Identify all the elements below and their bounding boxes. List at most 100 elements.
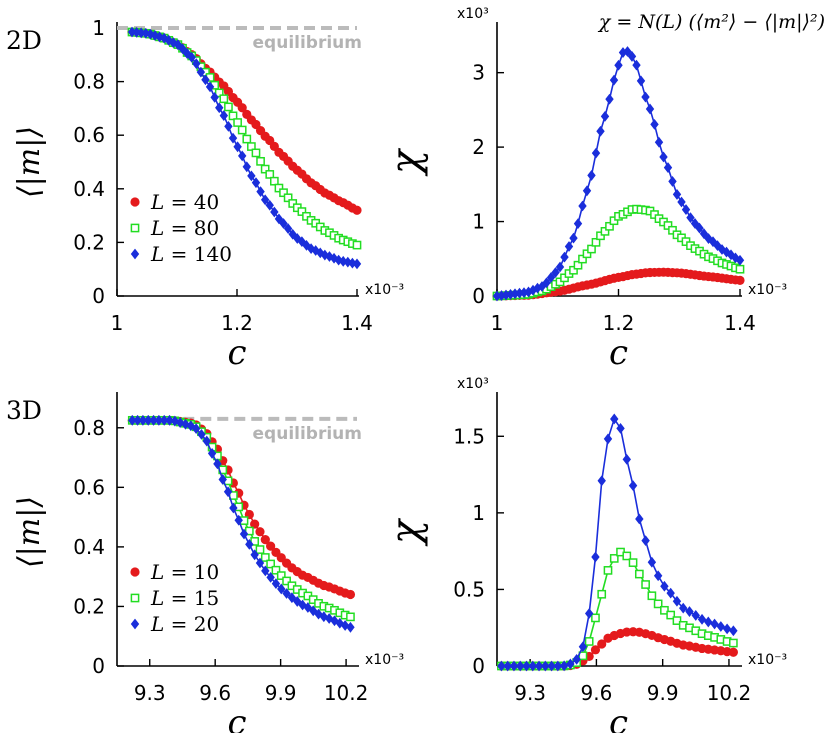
data-point xyxy=(207,448,217,459)
data-point xyxy=(660,580,669,592)
data-point xyxy=(722,623,732,635)
data-point xyxy=(534,660,544,672)
data-point xyxy=(616,422,625,434)
data-point xyxy=(636,75,646,87)
data-point xyxy=(141,27,150,39)
data-point xyxy=(144,414,153,426)
data-point xyxy=(509,660,519,672)
data-point xyxy=(666,610,676,620)
data-point xyxy=(242,134,252,144)
y-tick-label: 1 xyxy=(472,210,485,234)
data-point xyxy=(346,621,355,633)
data-point xyxy=(260,194,270,206)
data-point xyxy=(587,170,596,181)
data-point xyxy=(647,556,657,568)
data-point xyxy=(600,226,610,236)
data-point xyxy=(215,102,224,114)
x-axis-label: c xyxy=(227,703,246,733)
data-point xyxy=(223,486,233,498)
data-point xyxy=(228,132,238,144)
data-point xyxy=(266,541,276,551)
data-point xyxy=(587,244,596,254)
data-point xyxy=(187,51,196,63)
data-point xyxy=(297,236,307,247)
data-point xyxy=(265,199,274,211)
data-point xyxy=(250,549,259,561)
data-point xyxy=(584,608,594,619)
panel-2d-magnetization: 0 0.2 0.4 0.6 0.8 1 1 1.2 1.4 c ⟨|m|⟩ x10⁻³ 2D equili… xyxy=(6,16,404,373)
y-tick-label: 3 xyxy=(472,61,485,85)
x-tick-label: 9.3 xyxy=(514,681,546,705)
data-point xyxy=(729,638,738,648)
data-point xyxy=(551,267,560,278)
equilibrium-label: equilibrium xyxy=(253,424,362,444)
legend-label: L = 80 xyxy=(150,216,219,240)
data-point xyxy=(622,551,632,561)
data-point xyxy=(181,418,190,430)
x-axis-label: c xyxy=(609,703,628,733)
data-point xyxy=(234,514,243,526)
legend-label: L = 10 xyxy=(150,560,219,584)
data-point xyxy=(704,616,713,628)
data-point xyxy=(691,610,700,621)
data-point xyxy=(728,647,738,657)
data-point xyxy=(255,545,265,554)
data-point xyxy=(133,414,142,426)
legend-entry: L = 40 xyxy=(130,190,219,214)
y-tick-label: 0.6 xyxy=(73,123,105,147)
data-point xyxy=(569,265,578,275)
y-axis-label: χ xyxy=(383,147,429,177)
y-axis-label: χ xyxy=(383,517,429,547)
data-point xyxy=(245,539,254,550)
data-point xyxy=(274,183,284,193)
data-point xyxy=(256,186,265,198)
data-point xyxy=(596,125,605,137)
x-tick-label: 1 xyxy=(491,311,504,335)
x-tick-label: 1.4 xyxy=(341,311,373,335)
y-tick-label: 0.8 xyxy=(73,70,105,94)
legend-label: L = 15 xyxy=(150,586,219,610)
panel-3d-susceptibility: 0 0.5 1 1.5 9.3 9.6 9.9 10.2 c χ x10⁻³ x10³ xyxy=(383,376,787,733)
data-point xyxy=(279,188,288,198)
legend-entry: L = 10 xyxy=(130,560,219,584)
data-point xyxy=(228,111,238,121)
data-point xyxy=(311,245,320,256)
data-point xyxy=(271,578,281,590)
data-point xyxy=(247,170,256,182)
data-point xyxy=(271,565,281,575)
data-point xyxy=(578,641,588,653)
data-point xyxy=(255,557,265,569)
data-point xyxy=(516,660,525,672)
data-point xyxy=(572,654,581,665)
data-point xyxy=(277,583,286,595)
legend-marker xyxy=(130,618,140,630)
data-point xyxy=(247,142,256,151)
x-scale-label: x10⁻³ xyxy=(748,282,787,298)
data-point xyxy=(597,639,607,649)
data-point xyxy=(547,660,556,672)
data-point xyxy=(149,414,158,426)
data-point xyxy=(645,103,655,115)
data-point xyxy=(213,458,222,470)
series-diamond xyxy=(497,413,738,672)
data-point xyxy=(653,599,663,609)
data-point xyxy=(197,428,206,440)
data-point xyxy=(686,212,695,224)
data-point xyxy=(229,502,238,514)
legend-entry: L = 15 xyxy=(130,586,219,610)
data-point xyxy=(591,551,600,563)
data-point xyxy=(672,595,682,607)
data-point xyxy=(716,621,726,632)
data-point xyxy=(136,27,146,39)
data-point xyxy=(165,414,174,426)
data-point xyxy=(201,74,210,86)
legend-entry: L = 20 xyxy=(130,612,219,636)
equilibrium-label: equilibrium xyxy=(253,33,362,53)
data-point xyxy=(282,576,291,586)
data-point xyxy=(584,637,594,646)
legend-entry: L = 140 xyxy=(130,242,232,266)
x-tick-label: 9.3 xyxy=(134,681,166,705)
data-point xyxy=(260,164,270,174)
data-point xyxy=(173,39,183,51)
